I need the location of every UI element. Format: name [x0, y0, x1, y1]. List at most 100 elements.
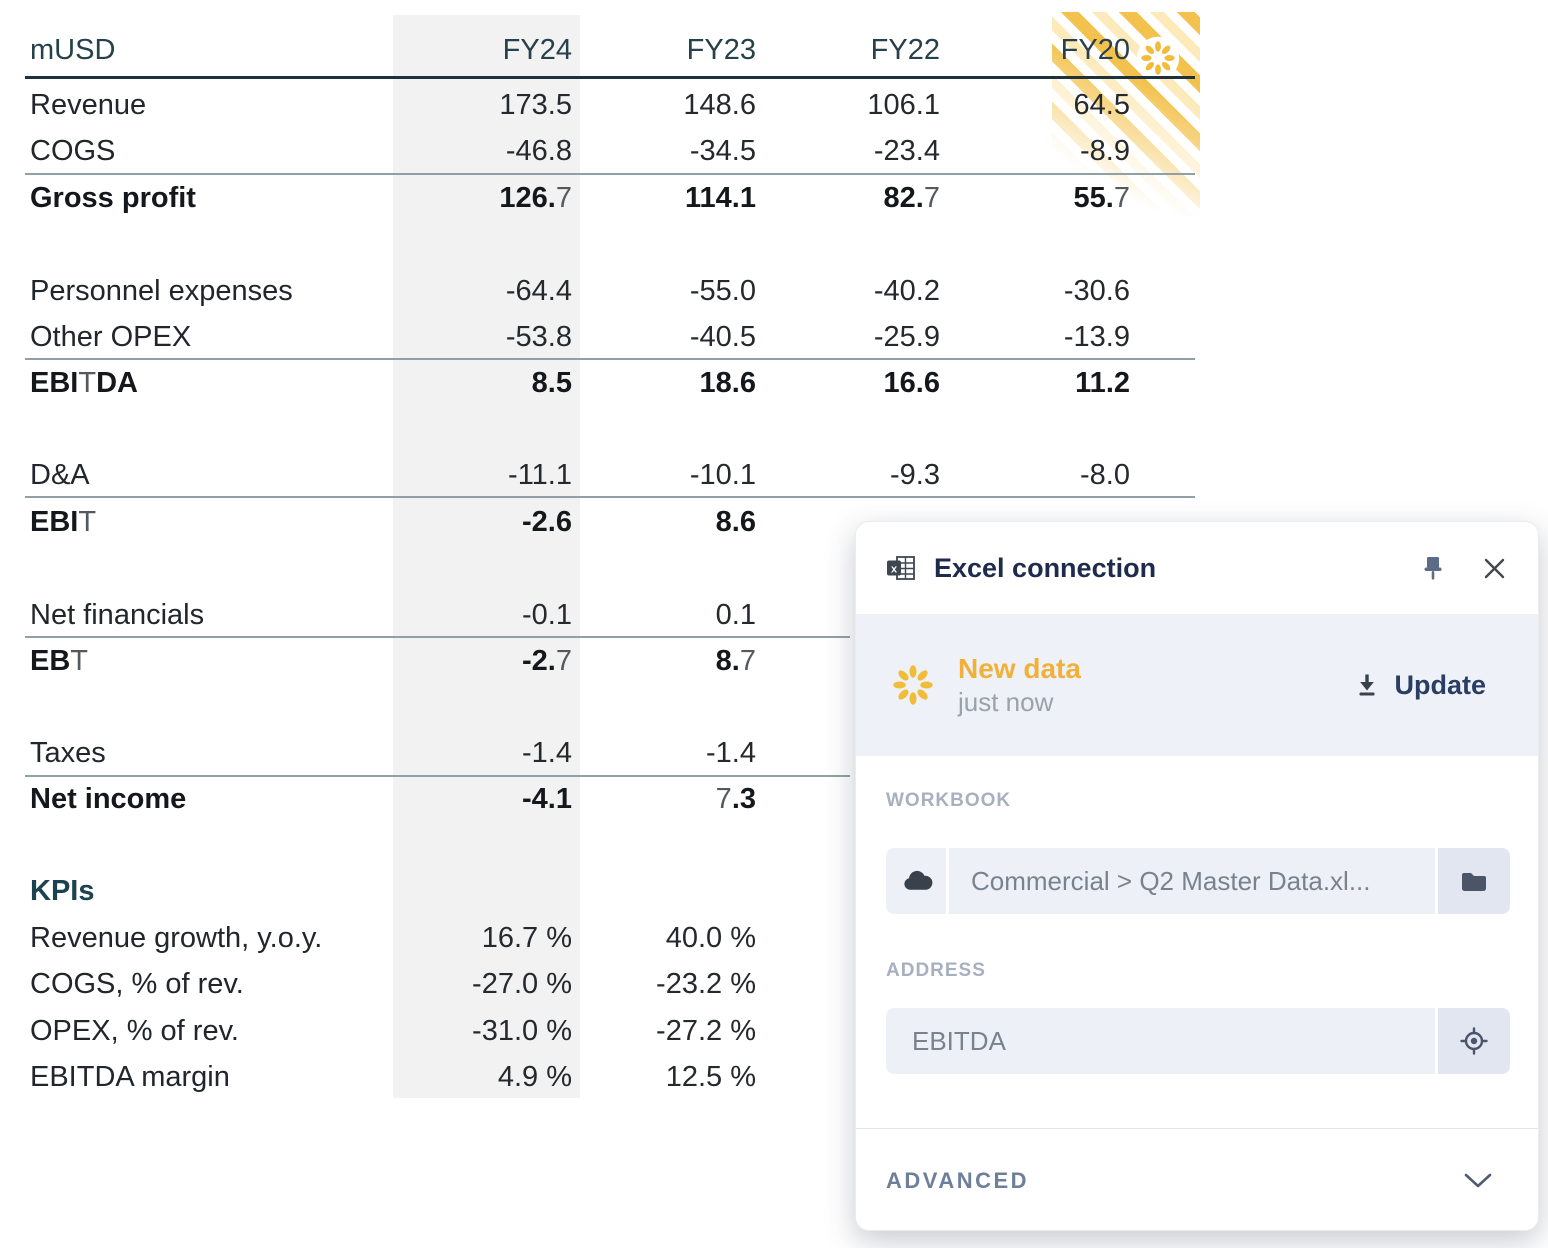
address-section-label: ADDRESS — [886, 960, 986, 981]
pin-icon — [1424, 556, 1442, 579]
cell-fy24: -64.4 — [505, 275, 572, 307]
advanced-label: ADVANCED — [886, 1167, 1030, 1193]
chevron-down-icon — [1464, 1173, 1492, 1187]
close-button[interactable] — [1481, 555, 1508, 582]
address-field[interactable]: EBITDA — [886, 1008, 1510, 1074]
cell-fy23: -10.1 — [689, 459, 756, 491]
kpi-row: EBITDA margin 4.9 % 12.5 % — [30, 1054, 1132, 1100]
subtotal-rule — [25, 636, 850, 638]
address-input[interactable]: EBITDA — [886, 1008, 1435, 1074]
table-row: EBITDA 8.5 18.6 16.6 11.2 — [30, 360, 1132, 406]
row-label: Other OPEX — [30, 321, 192, 353]
cell-fy23: 8.7 — [715, 645, 756, 677]
cell-fy23: 114.1 — [685, 182, 756, 214]
cell-fy23: 7.3 — [715, 783, 756, 815]
cell-fy24: -53.8 — [505, 321, 572, 353]
table-row: EBT -2.7 8.7 — [30, 638, 1132, 684]
cell-fy24: 4.9 % — [497, 1061, 572, 1093]
cloud-icon — [904, 870, 933, 890]
crosshair-icon — [1460, 1027, 1488, 1055]
cell-fy24: -2.7 — [522, 645, 572, 677]
table-row: Personnel expenses -64.4 -55.0 -40.2 -30… — [30, 268, 1132, 314]
fy24-highlight-band — [393, 15, 580, 1098]
cell-fy23: 18.6 — [699, 367, 756, 399]
browse-button[interactable] — [1438, 848, 1510, 914]
svg-text:x: x — [891, 564, 898, 576]
excel-connection-panel: x Excel connection — [855, 521, 1539, 1231]
col-header-fy23: FY23 — [686, 34, 756, 66]
row-label: OPEX, % of rev. — [30, 1015, 239, 1047]
row-label: EBT — [30, 645, 89, 677]
cell-fy23: 12.5 % — [665, 1061, 756, 1093]
new-data-sparkle-icon — [1136, 36, 1180, 80]
cell-fy20: 55.7 — [1073, 182, 1130, 214]
row-label: Gross profit — [30, 182, 196, 214]
status-band: New data just now Update — [856, 614, 1538, 756]
cell-fy24: 126.7 — [499, 182, 572, 214]
kpi-section-title: KPIs — [30, 868, 1132, 914]
cell-fy24: -46.8 — [505, 135, 572, 167]
workbook-source — [886, 848, 946, 914]
cell-fy20: -8.9 — [1080, 135, 1130, 167]
cell-fy24: -0.1 — [522, 599, 572, 631]
cell-fy24: -27.0 % — [472, 968, 572, 1000]
table-row: Revenue 173.5 148.6 106.1 64.5 — [30, 82, 1132, 128]
subtotal-rule — [25, 358, 1195, 360]
pin-button[interactable] — [1421, 555, 1445, 582]
cell-fy23: 40.0 % — [665, 922, 756, 954]
col-header-fy22: FY22 — [870, 34, 940, 66]
update-label: Update — [1394, 669, 1486, 700]
excel-icon: x — [887, 556, 915, 580]
cell-fy24: -31.0 % — [472, 1015, 572, 1047]
cell-fy24: -11.1 — [508, 459, 572, 491]
subtotal-rule — [25, 775, 850, 777]
row-label: Revenue — [30, 89, 147, 121]
cell-fy22: -25.9 — [873, 321, 940, 353]
cell-fy23: -27.2 % — [656, 1015, 756, 1047]
cell-fy23: -40.5 — [689, 321, 756, 353]
header-rule — [25, 76, 1195, 79]
kpi-title-label: KPIs — [30, 875, 95, 907]
table-row: Net financials -0.1 0.1 — [30, 592, 1132, 638]
row-label: EBITDA — [30, 367, 138, 399]
row-label: Taxes — [30, 737, 106, 769]
cell-fy23: -23.2 % — [656, 968, 756, 1000]
row-label: D&A — [30, 459, 90, 491]
row-label: Net income — [30, 783, 187, 815]
cell-fy22: 106.1 — [867, 89, 940, 121]
cell-fy22: -40.2 — [873, 275, 940, 307]
panel-header: x Excel connection — [856, 522, 1538, 614]
workbook-field[interactable]: Commercial > Q2 Master Data.xl... — [886, 848, 1510, 914]
cell-fy23: -55.0 — [689, 275, 756, 307]
cell-fy24: 16.7 % — [481, 922, 572, 954]
cell-fy22: -9.3 — [890, 459, 940, 491]
cell-fy23: 148.6 — [683, 89, 756, 121]
row-label: Revenue growth, y.o.y. — [30, 922, 323, 954]
close-icon — [1484, 558, 1505, 578]
cell-fy20: 64.5 — [1073, 89, 1130, 121]
cell-fy20: 11.2 — [1075, 367, 1130, 399]
kpi-row: COGS, % of rev. -27.0 % -23.2 % — [30, 961, 1132, 1007]
table-row: Net income -4.1 7.3 — [30, 776, 1132, 822]
pick-range-button[interactable] — [1438, 1008, 1510, 1074]
update-button[interactable]: Update — [1354, 670, 1486, 701]
panel-title: Excel connection — [934, 552, 1157, 583]
advanced-toggle[interactable]: ADVANCED — [856, 1129, 1538, 1230]
table-header-row: mUSD FY24 FY23 FY22 FY20 — [30, 27, 1132, 73]
new-data-sparkle-icon — [893, 665, 933, 705]
cell-fy20: -30.6 — [1063, 275, 1130, 307]
cell-fy24: -1.4 — [522, 737, 572, 769]
cell-fy23: -1.4 — [706, 737, 756, 769]
workbook-path: Commercial > Q2 Master Data.xl... — [949, 848, 1435, 914]
status-title: New data — [958, 653, 1081, 684]
download-icon — [1359, 674, 1375, 696]
kpi-row: OPEX, % of rev. -31.0 % -27.2 % — [30, 1008, 1132, 1054]
subtotal-rule — [25, 496, 1195, 498]
cell-fy22: 82.7 — [883, 182, 940, 214]
cell-fy24: 173.5 — [499, 89, 572, 121]
cell-fy22: -23.4 — [873, 135, 940, 167]
table-row: Taxes -1.4 -1.4 — [30, 730, 1132, 776]
row-label: COGS — [30, 135, 116, 167]
